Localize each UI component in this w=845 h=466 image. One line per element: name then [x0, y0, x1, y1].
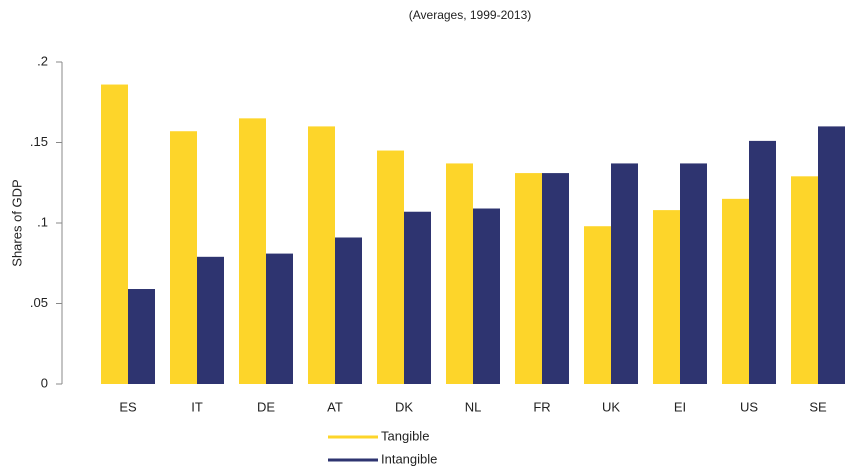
bar — [818, 126, 845, 385]
bar — [722, 198, 749, 384]
x-tick-label: ES — [119, 399, 137, 414]
legend-label: Intangible — [381, 451, 437, 466]
bar — [611, 163, 638, 384]
bar — [308, 126, 335, 385]
bar — [266, 253, 293, 384]
x-tick-label: FR — [533, 399, 550, 414]
bar — [377, 150, 404, 384]
y-tick-label: .1 — [37, 214, 48, 229]
y-tick-label: 0 — [41, 375, 48, 390]
bar — [653, 210, 680, 384]
bar — [473, 208, 500, 384]
x-tick-label: DK — [395, 399, 413, 414]
bar — [335, 237, 362, 384]
x-tick-label: NL — [465, 399, 482, 414]
y-tick-label: .15 — [30, 134, 48, 149]
bar — [404, 211, 431, 384]
x-tick-label: AT — [327, 399, 343, 414]
y-tick-label: .05 — [30, 295, 48, 310]
bar — [791, 176, 818, 384]
y-axis-label: Shares of GDP — [9, 179, 24, 266]
x-tick-label: DE — [257, 399, 275, 414]
bar — [680, 163, 707, 384]
bar — [197, 256, 224, 384]
bar — [170, 131, 197, 384]
bar — [584, 226, 611, 384]
bar — [749, 140, 776, 384]
x-tick-label: UK — [602, 399, 620, 414]
bar — [515, 173, 542, 384]
legend-label: Tangible — [381, 428, 429, 443]
chart-subtitle: (Averages, 1999-2013) — [409, 8, 532, 22]
bar — [128, 289, 155, 384]
bar — [239, 118, 266, 384]
y-tick-label: .2 — [37, 53, 48, 68]
bar — [542, 173, 569, 384]
bar — [101, 84, 128, 384]
bar — [446, 163, 473, 384]
x-tick-label: US — [740, 399, 758, 414]
x-tick-label: SE — [809, 399, 827, 414]
x-tick-label: EI — [674, 399, 686, 414]
x-tick-label: IT — [191, 399, 203, 414]
